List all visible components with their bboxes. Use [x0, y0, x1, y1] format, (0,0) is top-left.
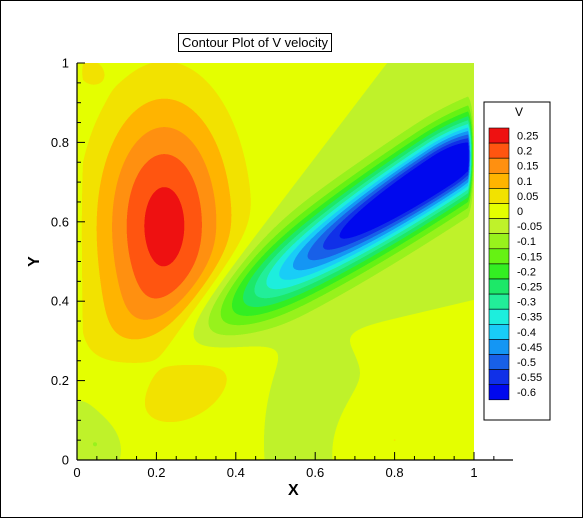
legend-swatch — [488, 218, 510, 235]
legend-swatch — [488, 293, 510, 310]
y-axis-label: Y — [26, 256, 43, 267]
legend-swatch — [488, 263, 510, 280]
legend-swatch — [488, 323, 510, 340]
legend-swatch — [488, 339, 510, 355]
legend-label: -0.2 — [517, 266, 536, 278]
legend-swatch — [488, 188, 510, 204]
y-tick-label: 0.8 — [51, 135, 69, 150]
legend-swatch — [488, 233, 510, 250]
legend-label: 0.25 — [517, 131, 538, 143]
legend-label: 0.05 — [517, 191, 538, 203]
x-tick-label: 0.4 — [227, 465, 245, 480]
legend-label: -0.3 — [517, 297, 536, 309]
legend-label: -0.55 — [517, 372, 542, 384]
legend-title: V — [515, 105, 523, 119]
legend-label: -0.35 — [517, 312, 542, 324]
legend-label: -0.6 — [517, 387, 536, 399]
y-tick-label: 0.6 — [51, 214, 69, 229]
x-tick-label: 0.8 — [386, 465, 404, 480]
legend-swatch — [488, 369, 510, 386]
legend-swatch — [488, 157, 510, 174]
legend-swatch — [488, 308, 510, 325]
legend-label: -0.5 — [517, 357, 536, 369]
legend-label: -0.25 — [517, 282, 542, 294]
legend-swatch — [488, 127, 510, 144]
legend-label: 0.2 — [517, 146, 532, 158]
legend-label: -0.4 — [517, 327, 536, 339]
legend-label: -0.15 — [517, 251, 542, 263]
x-tick-label: 0.2 — [147, 465, 165, 480]
legend-label: 0.15 — [517, 161, 538, 173]
contour-field — [77, 63, 474, 460]
contour-image — [77, 63, 474, 460]
y-tick-label: 1 — [62, 56, 69, 71]
legend-label: -0.45 — [517, 342, 542, 354]
axes: 0 0.2 0.4 0.6 0.8 1 0 0.2 0.4 0.6 0.8 1 X Y — [26, 56, 513, 499]
legend-swatch — [488, 278, 510, 295]
legend-label: -0.05 — [517, 221, 542, 233]
y-tick-label: 0.2 — [51, 373, 69, 388]
legend-label: 0.1 — [517, 176, 532, 188]
chart-title: Contour Plot of V velocity — [178, 33, 332, 52]
x-tick-label: 0.6 — [306, 465, 324, 480]
legend-swatch — [488, 173, 510, 189]
y-tick-label: 0.4 — [51, 294, 69, 309]
y-tick-label: 0 — [62, 453, 69, 468]
x-tick-label: 1 — [470, 465, 477, 480]
legend-label: -0.1 — [517, 236, 536, 248]
legend: V 0.25 0.2 0.15 0.1 0.05 0 -0.05 -0.1 -0.15 -0.2 -0… — [483, 101, 551, 421]
x-tick-label: 0 — [73, 465, 80, 480]
legend-swatch — [488, 354, 510, 370]
x-axis-label: X — [288, 482, 299, 499]
legend-swatch — [488, 248, 510, 265]
legend-swatch — [488, 203, 510, 219]
legend-label: 0 — [517, 206, 523, 218]
legend-swatch — [488, 142, 510, 159]
legend-swatch — [488, 384, 510, 401]
